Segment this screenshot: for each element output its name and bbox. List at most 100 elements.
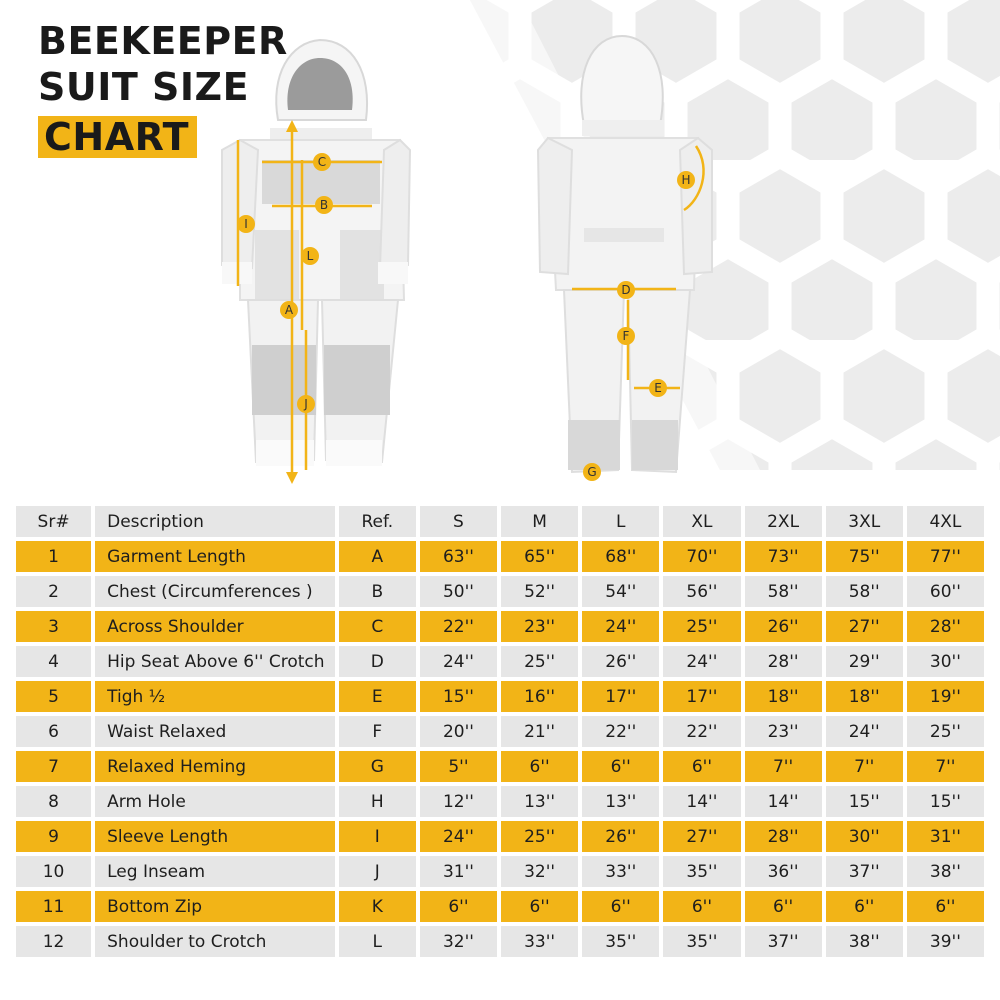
cell-3xl: 58'' [825, 576, 903, 607]
table-row: 9 Sleeve Length I 24'' 25'' 26'' 27'' 28'' 30'' 3… [16, 821, 984, 852]
cell-description: Relaxed Heming [95, 751, 335, 782]
table-row: 11 Bottom Zip K 6'' 6'' 6'' 6'' 6'' 6'' 6'' [16, 891, 984, 922]
cell-xl: 56'' [663, 576, 741, 607]
cell-ref: G [338, 751, 416, 782]
cell-ref: A [338, 541, 416, 572]
cell-description: Garment Length [95, 541, 335, 572]
cell-m: 25'' [501, 821, 579, 852]
cell-s: 50'' [419, 576, 498, 607]
cell-3xl: 7'' [825, 751, 903, 782]
table-header-row: Sr# Description Ref. S M L XL 2XL 3XL 4X… [16, 506, 984, 537]
header-size-l: L [582, 506, 660, 537]
cell-xl: 6'' [663, 751, 741, 782]
front-label-i: I [244, 217, 248, 231]
front-label-c: C [318, 155, 326, 169]
cell-xl: 24'' [663, 646, 741, 677]
front-label-b: B [320, 198, 328, 212]
cell-2xl: 36'' [744, 856, 822, 887]
front-label-a: A [285, 303, 294, 317]
cell-description: Shoulder to Crotch [95, 926, 335, 957]
header-size-3xl: 3XL [825, 506, 903, 537]
header-ref: Ref. [338, 506, 416, 537]
cell-ref: I [338, 821, 416, 852]
cell-2xl: 28'' [744, 821, 822, 852]
cell-description: Bottom Zip [95, 891, 335, 922]
cell-xl: 22'' [663, 716, 741, 747]
cell-ref: B [338, 576, 416, 607]
title-line-3-highlight: CHART [38, 116, 198, 158]
cell-l: 6'' [582, 891, 660, 922]
cell-xl: 35'' [663, 926, 741, 957]
cell-xl: 70'' [663, 541, 741, 572]
cell-sr: 7 [16, 751, 92, 782]
cell-l: 35'' [582, 926, 660, 957]
cell-s: 24'' [419, 821, 498, 852]
cell-xl: 6'' [663, 891, 741, 922]
cell-m: 32'' [501, 856, 579, 887]
table-row: 2 Chest (Circumferences ) B 50'' 52'' 54'' 56'… [16, 576, 984, 607]
cell-description: Arm Hole [95, 786, 335, 817]
cell-sr: 1 [16, 541, 92, 572]
cell-ref: J [338, 856, 416, 887]
cell-2xl: 7'' [744, 751, 822, 782]
table-body: 1 Garment Length A 63'' 65'' 68'' 70'' 73'' 75''… [16, 541, 984, 957]
header-size-xl: XL [663, 506, 741, 537]
cell-m: 65'' [501, 541, 579, 572]
cell-4xl: 77'' [906, 541, 984, 572]
cell-3xl: 6'' [825, 891, 903, 922]
cell-description: Waist Relaxed [95, 716, 335, 747]
cell-m: 13'' [501, 786, 579, 817]
table-row: 7 Relaxed Heming G 5'' 6'' 6'' 6'' 7'' 7'' 7'' [16, 751, 984, 782]
cell-3xl: 18'' [825, 681, 903, 712]
cell-2xl: 23'' [744, 716, 822, 747]
back-label-h: H [681, 173, 690, 187]
header-size-s: S [419, 506, 498, 537]
cell-description: Tigh ½ [95, 681, 335, 712]
cell-ref: E [338, 681, 416, 712]
suit-diagram: C B I L A J [221, 34, 713, 484]
cell-l: 33'' [582, 856, 660, 887]
back-label-d: D [621, 283, 630, 297]
cell-l: 22'' [582, 716, 660, 747]
size-table: Sr# Description Ref. S M L XL 2XL 3XL 4X… [12, 502, 988, 961]
front-label-j: J [303, 397, 308, 411]
cell-l: 54'' [582, 576, 660, 607]
cell-4xl: 39'' [906, 926, 984, 957]
cell-sr: 12 [16, 926, 92, 957]
cell-ref: D [338, 646, 416, 677]
cell-3xl: 38'' [825, 926, 903, 957]
cell-m: 21'' [501, 716, 579, 747]
cell-2xl: 37'' [744, 926, 822, 957]
header-size-m: M [501, 506, 579, 537]
header-description: Description [95, 506, 335, 537]
cell-2xl: 18'' [744, 681, 822, 712]
table-row: 5 Tigh ½ E 15'' 16'' 17'' 17'' 18'' 18'' 19'' [16, 681, 984, 712]
cell-4xl: 31'' [906, 821, 984, 852]
cell-sr: 11 [16, 891, 92, 922]
cell-ref: C [338, 611, 416, 642]
cell-sr: 4 [16, 646, 92, 677]
cell-s: 22'' [419, 611, 498, 642]
table-row: 1 Garment Length A 63'' 65'' 68'' 70'' 73'' 75''… [16, 541, 984, 572]
cell-m: 6'' [501, 891, 579, 922]
cell-ref: F [338, 716, 416, 747]
cell-2xl: 73'' [744, 541, 822, 572]
cell-2xl: 14'' [744, 786, 822, 817]
cell-l: 17'' [582, 681, 660, 712]
cell-sr: 8 [16, 786, 92, 817]
back-label-g: G [587, 465, 596, 479]
cell-s: 5'' [419, 751, 498, 782]
cell-m: 23'' [501, 611, 579, 642]
cell-3xl: 24'' [825, 716, 903, 747]
cell-2xl: 28'' [744, 646, 822, 677]
cell-3xl: 29'' [825, 646, 903, 677]
cell-4xl: 15'' [906, 786, 984, 817]
cell-4xl: 38'' [906, 856, 984, 887]
cell-3xl: 75'' [825, 541, 903, 572]
cell-4xl: 30'' [906, 646, 984, 677]
cell-4xl: 6'' [906, 891, 984, 922]
cell-l: 6'' [582, 751, 660, 782]
cell-3xl: 30'' [825, 821, 903, 852]
cell-sr: 2 [16, 576, 92, 607]
